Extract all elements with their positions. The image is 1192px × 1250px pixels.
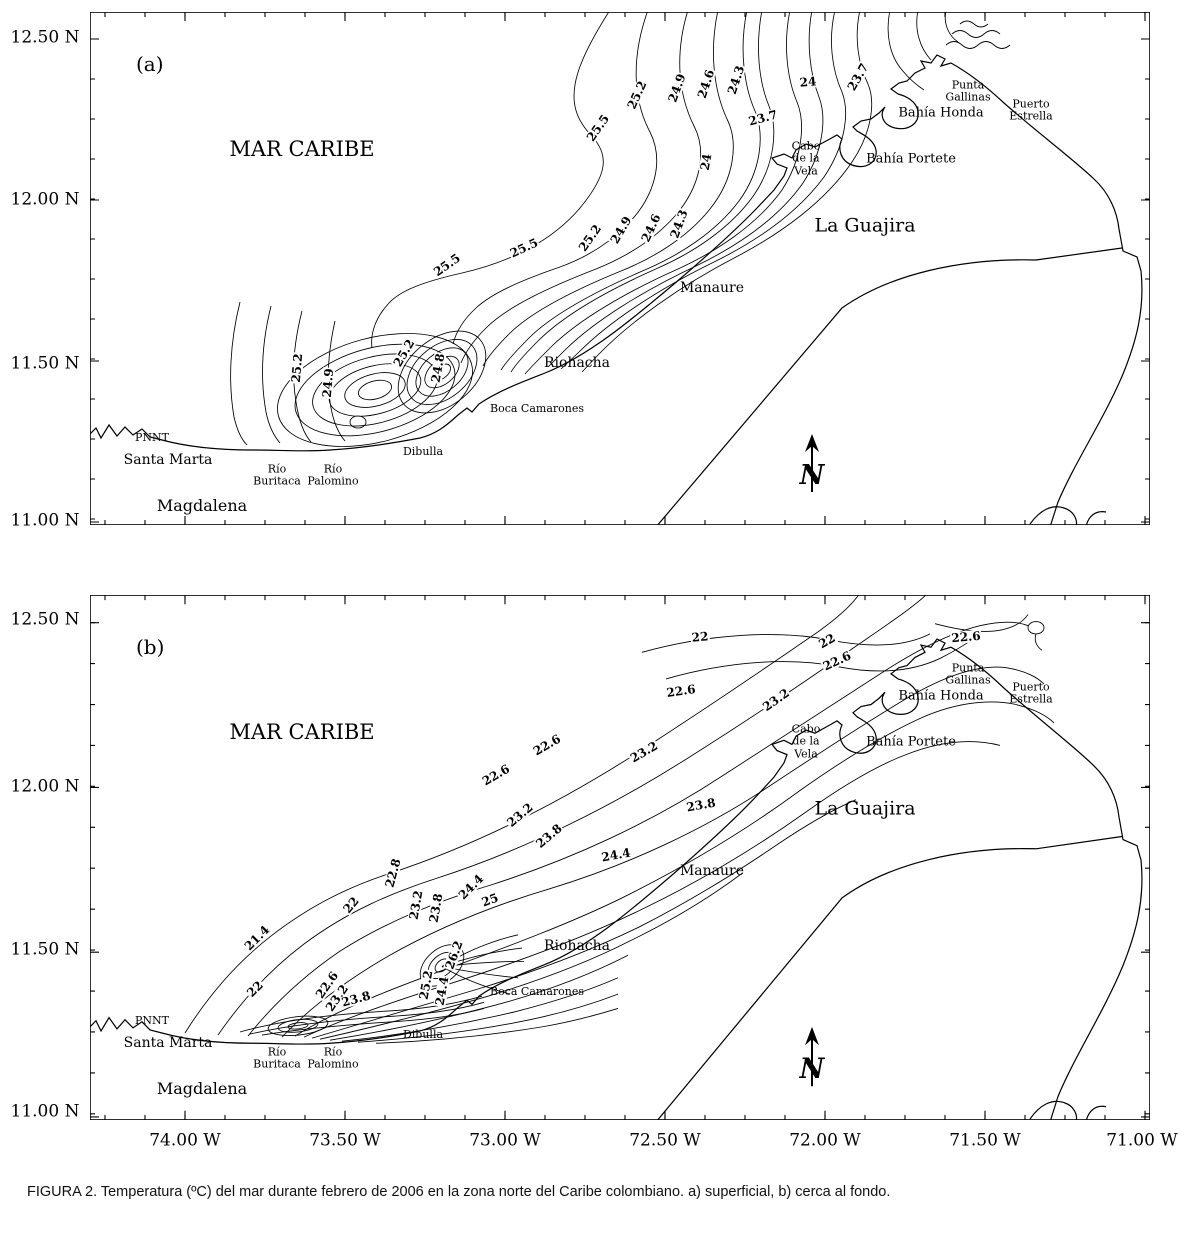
lat-tick-label: 11.50 N: [10, 353, 80, 374]
lat-tick-label: 12.00 N: [10, 776, 80, 797]
lat-tick-label: 11.00 N: [10, 1101, 80, 1122]
isotherms-surface: [230, 12, 1011, 447]
lat-tick-label: 11.50 N: [10, 939, 80, 960]
minor-tick-marks: [90, 12, 1150, 525]
lon-tick-label: 71.50 W: [949, 1130, 1021, 1151]
major-tick-marks: [90, 12, 1150, 525]
north-letter: N: [799, 1053, 826, 1085]
panel-b-letter: (b): [136, 635, 165, 659]
lon-tick-label: 73.50 W: [309, 1130, 381, 1151]
lon-tick-label: 72.50 W: [629, 1130, 701, 1151]
coastline: [90, 54, 1143, 525]
map-a-canvas: N: [90, 12, 1150, 525]
isotherms-bottom: [184, 595, 1055, 1044]
map-frame: [90, 12, 1150, 525]
lon-tick-label: 74.00 W: [149, 1130, 221, 1151]
lon-tick-label: 73.00 W: [469, 1130, 541, 1151]
north-arrow-icon: N: [799, 1026, 826, 1087]
map-panel-a: N (a) MAR CARIBE La Guajira Punta Gallinas…: [90, 12, 1150, 525]
lon-tick-label: 72.00 W: [789, 1130, 861, 1151]
figure-caption: FIGURA 2. Temperatura (ºC) del mar duran…: [27, 1184, 891, 1200]
map-b-canvas: N: [90, 595, 1150, 1120]
coastline: [90, 638, 1143, 1120]
major-tick-marks: [90, 595, 1150, 1120]
lat-tick-label: 11.00 N: [10, 510, 80, 531]
map-panel-b: N (b) MAR CARIBE La Guajira Punta Gallinas…: [90, 595, 1150, 1120]
north-letter: N: [799, 460, 826, 491]
north-arrow-icon: N: [799, 434, 826, 492]
lat-tick-label: 12.50 N: [10, 609, 80, 630]
minor-tick-marks: [90, 595, 1150, 1120]
lon-tick-label: 71.00 W: [1106, 1130, 1178, 1151]
lat-tick-label: 12.00 N: [10, 189, 80, 210]
panel-a-letter: (a): [136, 52, 164, 76]
lat-tick-label: 12.50 N: [10, 27, 80, 48]
map-frame: [90, 595, 1150, 1120]
